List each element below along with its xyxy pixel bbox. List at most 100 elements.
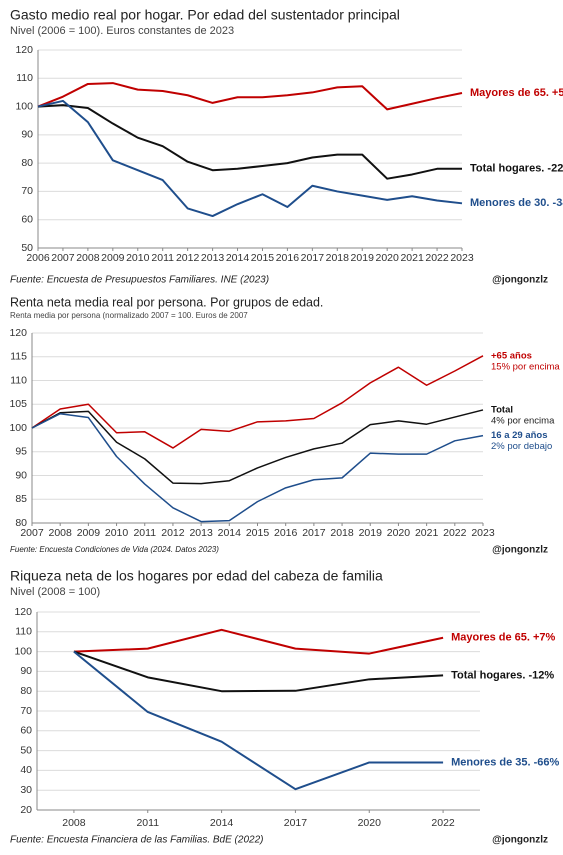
- credit: @jongonzlz: [492, 545, 548, 556]
- source: Fuente: Encuesta Financiera de las Famil…: [10, 835, 263, 846]
- source: Fuente: Encuesta Condiciones de Vida (20…: [10, 545, 219, 554]
- series-label: Mayores de 65. +5%: [470, 87, 563, 99]
- y-tick-label: 110: [15, 626, 32, 638]
- series-line: [73, 650, 444, 791]
- x-tick-label: 2006: [26, 252, 50, 264]
- x-tick-label: 2008: [62, 817, 86, 829]
- series-label: Mayores de 65. +7%: [451, 632, 555, 644]
- y-tick-label: 110: [16, 72, 33, 84]
- y-tick-label: 50: [21, 242, 33, 254]
- series-label: Menores de 35. -66%: [451, 756, 559, 768]
- series-label: Menores de 30. -34%: [470, 197, 563, 209]
- x-tick-label: 2016: [274, 527, 298, 539]
- x-tick-label: 2019: [359, 527, 383, 539]
- series-line: [73, 628, 444, 655]
- series-label: Total hogares. -12%: [451, 669, 554, 681]
- chart-subtitle: Nivel (2008 = 100): [10, 586, 100, 598]
- chart-subtitle: Nivel (2006 = 100). Euros constantes de …: [10, 25, 234, 37]
- y-tick-label: 70: [20, 705, 32, 717]
- x-tick-label: 2011: [151, 252, 174, 264]
- chart-title: Gasto medio real por hogar. Por edad del…: [10, 7, 400, 23]
- x-tick-label: 2007: [20, 527, 44, 539]
- y-tick-label: 60: [21, 213, 33, 225]
- x-tick-label: 2011: [136, 817, 159, 829]
- x-tick-label: 2022: [431, 817, 455, 829]
- series-label: +65 años: [491, 350, 532, 361]
- x-tick-label: 2010: [105, 527, 129, 539]
- y-tick-label: 115: [10, 351, 27, 363]
- x-tick-label: 2012: [161, 527, 185, 539]
- x-tick-label: 2020: [387, 527, 411, 539]
- x-tick-label: 2018: [326, 252, 350, 264]
- x-tick-label: 2019: [351, 252, 375, 264]
- chart-title: Renta neta media real por persona. Por g…: [10, 295, 323, 309]
- x-tick-label: 2020: [358, 817, 382, 829]
- chart-subtitle: Renta media por persona (normalizado 200…: [10, 311, 248, 320]
- x-tick-label: 2017: [284, 817, 308, 829]
- series-label: 16 a 29 años: [491, 430, 548, 441]
- y-tick-label: 120: [14, 606, 32, 618]
- chart-title: Riqueza neta de los hogares por edad del…: [10, 568, 383, 584]
- series-note: 4% por encima: [491, 415, 555, 426]
- series-label: Total: [491, 404, 513, 415]
- series-note: 15% por encima: [491, 361, 560, 372]
- y-tick-label: 110: [10, 374, 27, 386]
- x-tick-label: 2011: [133, 527, 156, 539]
- x-tick-label: 2015: [251, 252, 275, 264]
- y-tick-label: 20: [20, 804, 32, 816]
- y-tick-label: 70: [21, 185, 33, 197]
- x-tick-label: 2014: [218, 527, 242, 539]
- source: Fuente: Encuesta de Presupuestos Familia…: [10, 275, 269, 286]
- x-tick-label: 2016: [276, 252, 300, 264]
- x-tick-label: 2009: [77, 527, 101, 539]
- x-tick-label: 2021: [400, 252, 424, 264]
- series-note: 2% por debajo: [491, 441, 552, 452]
- credit: @jongonzlz: [492, 835, 548, 846]
- x-tick-label: 2021: [415, 527, 439, 539]
- y-tick-label: 90: [15, 469, 27, 481]
- series-line: [37, 82, 463, 111]
- x-tick-label: 2007: [51, 252, 75, 264]
- y-tick-label: 40: [20, 764, 32, 776]
- y-tick-label: 90: [20, 665, 32, 677]
- series-line: [31, 355, 484, 449]
- series-line: [31, 413, 484, 523]
- x-tick-label: 2009: [101, 252, 125, 264]
- y-tick-label: 85: [15, 493, 27, 505]
- y-tick-label: 90: [21, 129, 33, 141]
- x-tick-label: 2023: [471, 527, 495, 539]
- x-tick-label: 2017: [301, 252, 325, 264]
- series-line: [37, 99, 463, 218]
- x-tick-label: 2013: [189, 527, 213, 539]
- y-tick-label: 100: [14, 645, 32, 657]
- y-tick-label: 105: [9, 398, 27, 410]
- y-tick-label: 95: [15, 446, 27, 458]
- series-line: [73, 650, 444, 693]
- x-tick-label: 2014: [226, 252, 250, 264]
- x-tick-label: 2015: [246, 527, 270, 539]
- x-tick-label: 2017: [302, 527, 326, 539]
- y-tick-label: 60: [20, 725, 32, 737]
- x-tick-label: 2022: [425, 252, 449, 264]
- x-tick-label: 2018: [330, 527, 354, 539]
- y-tick-label: 80: [15, 517, 27, 529]
- x-tick-label: 2013: [201, 252, 225, 264]
- x-tick-label: 2008: [76, 252, 100, 264]
- credit: @jongonzlz: [492, 275, 548, 286]
- x-tick-label: 2010: [126, 252, 150, 264]
- y-tick-label: 80: [20, 685, 32, 697]
- y-tick-label: 100: [9, 422, 27, 434]
- series-label: Total hogares. -22%: [470, 163, 563, 175]
- y-tick-label: 50: [20, 744, 32, 756]
- x-tick-label: 2012: [176, 252, 200, 264]
- y-tick-label: 120: [15, 44, 33, 56]
- x-tick-label: 2008: [49, 527, 73, 539]
- series-line: [37, 104, 462, 180]
- x-tick-label: 2014: [210, 817, 234, 829]
- y-tick-label: 30: [20, 784, 32, 796]
- y-tick-label: 100: [15, 100, 33, 112]
- x-tick-label: 2020: [375, 252, 399, 264]
- y-tick-label: 120: [9, 327, 27, 339]
- x-tick-label: 2023: [450, 252, 474, 264]
